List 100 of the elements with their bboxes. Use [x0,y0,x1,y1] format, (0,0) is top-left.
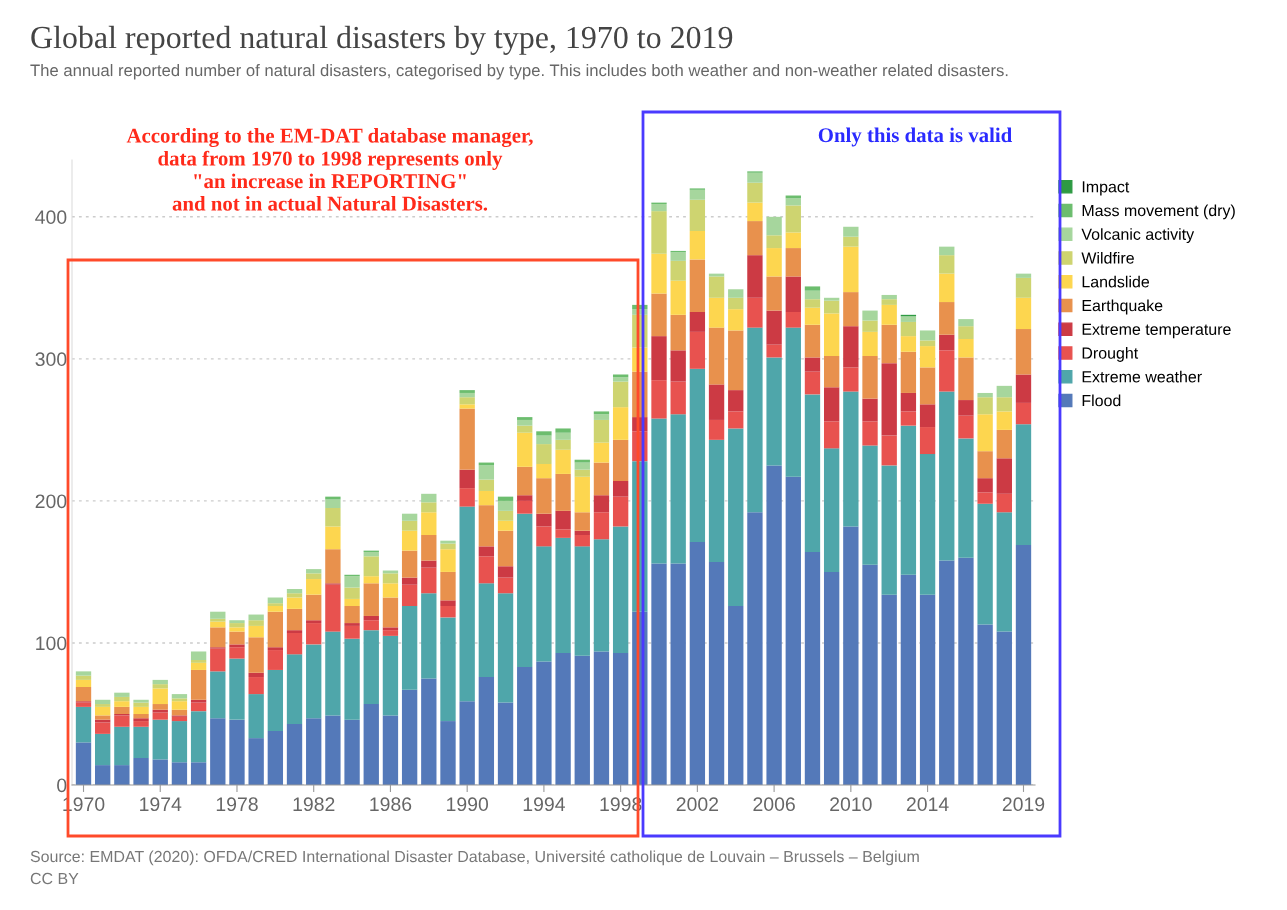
bar [190,762,207,785]
bar [421,678,437,785]
bar [881,294,897,300]
bar [459,488,475,507]
bar [1015,297,1032,330]
bar [95,719,111,723]
x-tick-label: 1990 [447,797,489,812]
bar [95,765,111,785]
bar [363,576,379,584]
bar [804,394,821,553]
bar [958,400,974,416]
bar [593,419,610,443]
bar [306,620,322,624]
bar [708,419,725,440]
bar [75,702,92,707]
bar [574,476,590,513]
bar [823,356,840,388]
chart-subtitle: The annual reported number of natural disasters, categorised by type. This includes both weather and non-weather related disasters. [30,64,1008,80]
bar [497,496,514,501]
bar [1015,374,1032,403]
bar [728,390,744,412]
bar [171,721,188,763]
bar [555,473,571,511]
bar [536,526,552,547]
bar [286,588,303,594]
bar [229,620,245,624]
bar [421,493,437,503]
bar [996,397,1012,412]
bar [344,598,360,607]
bar [881,465,897,595]
bar [401,606,418,690]
bar [114,696,130,702]
chart-title: Global reported natural disasters by type, 1970 to 2019 [31,25,733,55]
bar [75,671,92,676]
bar [382,635,399,716]
bar [363,620,379,631]
bar [728,297,744,310]
x-tick-label: 2019 [1002,797,1045,812]
bar [574,462,590,470]
bar [325,584,341,632]
bar [267,669,284,732]
bar [919,340,936,347]
bar [862,331,878,357]
bar [152,719,168,760]
annotation: According to the EM-DAT database manager, data from 1970 to 1998 represents only "an increase in REPORTING" and not in actual Natural Disasters. [126,128,533,211]
bar [804,552,821,785]
bar [555,652,571,785]
bar [459,392,475,398]
bar [919,427,936,455]
legend-label: Extreme weather [1082,370,1202,383]
bar [459,390,475,393]
bar [843,526,859,785]
bar [1015,273,1032,278]
bar [401,550,418,578]
bar [267,611,284,648]
bar [325,499,341,509]
bar [152,688,168,705]
bar [286,608,303,631]
bar [517,466,533,496]
bar [497,530,514,567]
bar [459,469,475,489]
bar [248,738,264,785]
bar [612,652,629,785]
bar [536,546,552,662]
bar [306,573,322,580]
bar [190,702,207,712]
bar [766,465,782,785]
bar [325,715,341,785]
bar [651,380,667,419]
bar [75,679,92,687]
bar [919,404,936,428]
bar [133,721,149,727]
bar [862,398,878,422]
bar [401,530,418,551]
bar [459,701,475,785]
bar [804,290,821,300]
bar [881,435,897,466]
bar [670,563,686,785]
bar [75,706,92,743]
bar [708,276,725,298]
bar [286,654,303,724]
bar [728,411,744,429]
bar [977,451,993,479]
bar [555,529,571,538]
bar [459,408,475,470]
bar [651,293,667,337]
bar [536,435,552,445]
bar [286,593,303,598]
bar [651,418,667,564]
bar [593,411,610,415]
bar [977,392,993,398]
bar [708,327,725,385]
bar [363,615,379,621]
legend-label: Impact [1082,181,1130,196]
bar [747,182,763,203]
bar [401,577,418,585]
bar [593,651,610,785]
bar [440,600,456,607]
bar [939,560,955,785]
bar [114,726,130,766]
